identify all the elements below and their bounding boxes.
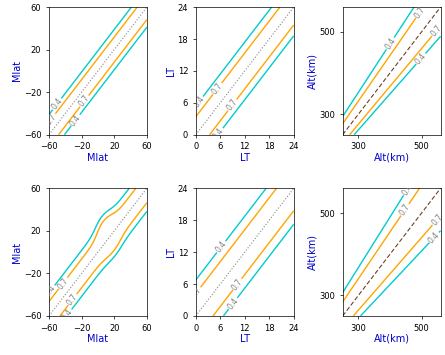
Point bbox=[192, 132, 199, 138]
Text: 0.7: 0.7 bbox=[189, 285, 203, 300]
Text: 0.7: 0.7 bbox=[413, 5, 427, 20]
Y-axis label: LT: LT bbox=[166, 66, 176, 76]
Text: 0.7: 0.7 bbox=[77, 94, 92, 109]
Point bbox=[260, 235, 267, 240]
Point bbox=[94, 68, 101, 74]
Text: 0.4: 0.4 bbox=[413, 51, 428, 66]
X-axis label: LT: LT bbox=[240, 334, 250, 344]
X-axis label: Alt(km): Alt(km) bbox=[374, 153, 409, 163]
Point bbox=[192, 313, 199, 319]
Text: 0.7: 0.7 bbox=[429, 23, 444, 38]
Text: 0.7: 0.7 bbox=[65, 292, 80, 307]
Point bbox=[192, 132, 199, 138]
Y-axis label: Alt(km): Alt(km) bbox=[308, 53, 318, 89]
Text: 0.4: 0.4 bbox=[214, 239, 228, 255]
X-axis label: Mlat: Mlat bbox=[87, 153, 109, 163]
Text: 0.7: 0.7 bbox=[44, 112, 58, 127]
X-axis label: Mlat: Mlat bbox=[87, 334, 109, 344]
Text: 0.7: 0.7 bbox=[56, 276, 70, 291]
Text: 0.7: 0.7 bbox=[230, 277, 245, 292]
Text: 0.7: 0.7 bbox=[398, 202, 412, 217]
Point bbox=[94, 249, 101, 255]
Y-axis label: LT: LT bbox=[166, 247, 176, 257]
Text: 0.4: 0.4 bbox=[43, 283, 58, 299]
Text: 0.7: 0.7 bbox=[430, 212, 445, 227]
Y-axis label: Mlat: Mlat bbox=[12, 241, 22, 263]
Text: 0.4: 0.4 bbox=[427, 230, 441, 245]
Text: 0.4: 0.4 bbox=[191, 94, 206, 110]
Text: 0.4: 0.4 bbox=[226, 296, 240, 311]
Text: 0.4: 0.4 bbox=[60, 307, 75, 323]
X-axis label: Alt(km): Alt(km) bbox=[374, 334, 409, 344]
Text: 0.7: 0.7 bbox=[225, 97, 240, 113]
Point bbox=[94, 249, 101, 255]
Text: 0.4: 0.4 bbox=[383, 36, 397, 51]
Point bbox=[260, 235, 267, 240]
Text: 0.4: 0.4 bbox=[400, 182, 414, 197]
Text: 0.4: 0.4 bbox=[68, 113, 83, 128]
Y-axis label: Mlat: Mlat bbox=[12, 60, 22, 82]
X-axis label: LT: LT bbox=[240, 153, 250, 163]
Text: 0.7: 0.7 bbox=[210, 81, 225, 96]
Point bbox=[94, 68, 101, 74]
Text: 0.4: 0.4 bbox=[211, 126, 226, 141]
Text: 0.4: 0.4 bbox=[50, 97, 65, 111]
Point bbox=[192, 313, 199, 319]
Y-axis label: Alt(km): Alt(km) bbox=[308, 234, 318, 270]
